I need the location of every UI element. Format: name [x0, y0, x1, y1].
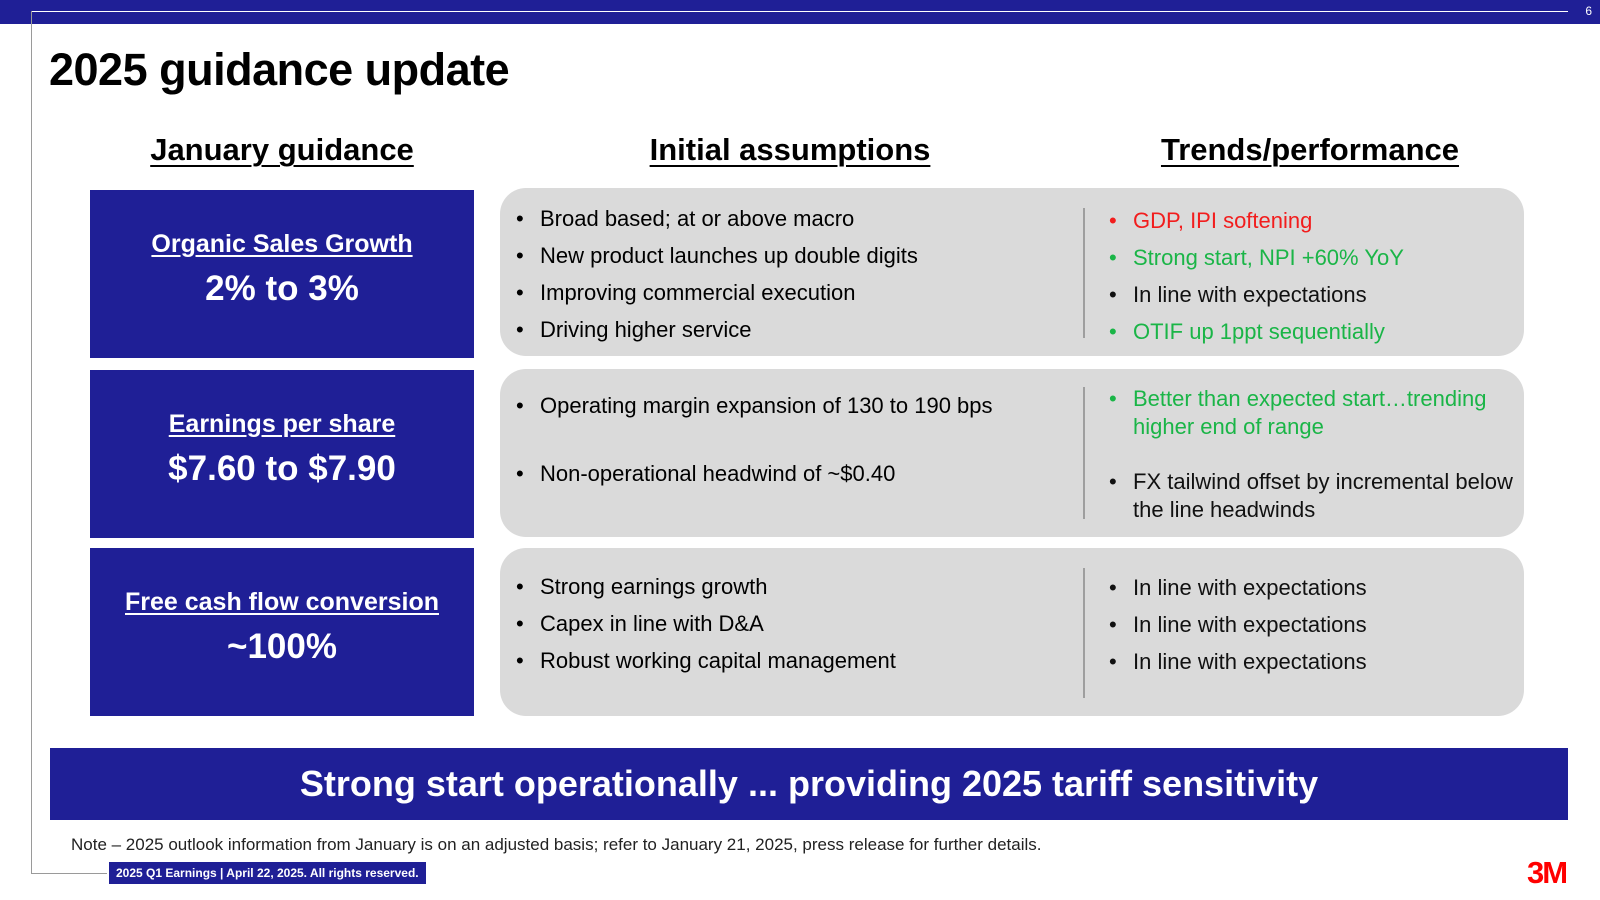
column-divider: [1083, 208, 1085, 338]
details-panel-earnings-per-share: Operating margin expansion of 130 to 190…: [500, 369, 1524, 537]
trend-item: Better than expected start…trending high…: [1107, 385, 1527, 441]
trend-item: In line with expectations: [1107, 569, 1527, 606]
assumption-item: Improving commercial execution: [514, 274, 1054, 311]
guidance-value: ~100%: [227, 627, 337, 666]
column-header-initial-assumptions: Initial assumptions: [649, 132, 931, 167]
trends-list: Better than expected start…trending high…: [1107, 385, 1527, 524]
assumption-item: New product launches up double digits: [514, 237, 1054, 274]
footnote: Note – 2025 outlook information from Jan…: [71, 835, 1042, 854]
trends-list: In line with expectations In line with e…: [1107, 569, 1527, 680]
trend-item: OTIF up 1ppt sequentially: [1107, 313, 1527, 350]
assumption-item: Strong earnings growth: [514, 568, 1054, 605]
trend-item: In line with expectations: [1107, 643, 1527, 680]
3m-logo: 3M: [1527, 855, 1568, 890]
page-title: 2025 guidance update: [49, 44, 510, 95]
assumption-item: Driving higher service: [514, 311, 1054, 348]
guidance-label: Earnings per share: [168, 410, 396, 438]
guidance-label: Free cash flow conversion: [125, 588, 439, 616]
guidance-value: 2% to 3%: [205, 269, 359, 308]
assumption-item: Operating margin expansion of 130 to 190…: [514, 389, 1054, 423]
summary-banner: Strong start operationally ... providing…: [50, 748, 1568, 820]
guidance-box-organic-sales: Organic Sales Growth 2% to 3%: [90, 190, 474, 358]
assumption-item: Broad based; at or above macro: [514, 200, 1054, 237]
trend-item: GDP, IPI softening: [1107, 202, 1527, 239]
assumption-item: Robust working capital management: [514, 642, 1054, 679]
assumptions-list: Operating margin expansion of 130 to 190…: [514, 389, 1054, 491]
guidance-box-earnings-per-share: Earnings per share $7.60 to $7.90: [90, 370, 474, 538]
guidance-box-free-cash-flow: Free cash flow conversion ~100%: [90, 548, 474, 716]
frame-bottom-rule: [31, 873, 107, 874]
details-panel-free-cash-flow: Strong earnings growth Capex in line wit…: [500, 548, 1524, 716]
top-banner-bar: [0, 0, 1600, 24]
top-rule: [32, 11, 1568, 12]
column-header-trends-performance: Trends/performance: [1160, 132, 1460, 167]
page-number: 6: [1585, 4, 1592, 18]
trend-item: In line with expectations: [1107, 276, 1527, 313]
column-divider: [1083, 568, 1085, 698]
trend-item: FX tailwind offset by incremental below …: [1107, 468, 1527, 524]
footer-label: 2025 Q1 Earnings | April 22, 2025. All r…: [109, 862, 426, 884]
trends-list: GDP, IPI softening Strong start, NPI +60…: [1107, 202, 1527, 350]
trend-item: In line with expectations: [1107, 606, 1527, 643]
trend-item: Strong start, NPI +60% YoY: [1107, 239, 1527, 276]
column-header-january-guidance: January guidance: [150, 132, 414, 167]
guidance-value: $7.60 to $7.90: [168, 449, 396, 488]
column-divider: [1083, 387, 1085, 519]
assumption-item: Capex in line with D&A: [514, 605, 1054, 642]
assumptions-list: Strong earnings growth Capex in line wit…: [514, 568, 1054, 679]
assumption-item: Non-operational headwind of ~$0.40: [514, 457, 1054, 491]
guidance-label: Organic Sales Growth: [151, 230, 413, 258]
assumptions-list: Broad based; at or above macro New produ…: [514, 200, 1054, 348]
frame-left-rule: [31, 11, 32, 874]
details-panel-organic-sales: Broad based; at or above macro New produ…: [500, 188, 1524, 356]
